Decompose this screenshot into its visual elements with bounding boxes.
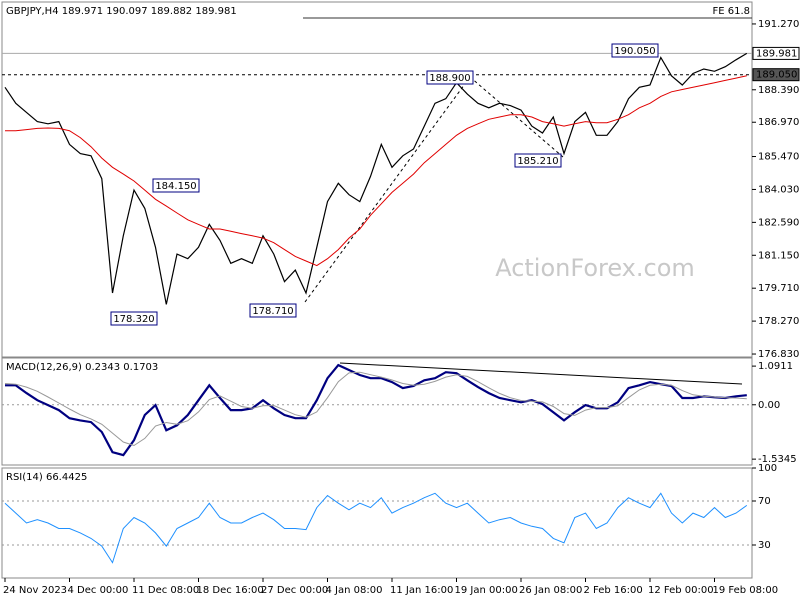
x-tick-label: 24 Nov 2023 [3, 585, 67, 596]
annotation-box [152, 178, 200, 193]
y-tick-label: 0.00 [758, 400, 780, 411]
x-tick-label: 26 Jan 08:00 [519, 585, 582, 596]
annotation-box [110, 311, 158, 326]
panel-frame [1, 467, 753, 579]
x-tick-label: 4 Dec 00:00 [68, 585, 129, 596]
x-tick-label: 18 Dec 16:00 [197, 585, 264, 596]
y-tick-label: 70 [758, 496, 771, 507]
x-tick-label: 12 Feb 00:00 [648, 585, 714, 596]
y-tick-label: 186.970 [758, 117, 799, 128]
series-line [4, 492, 748, 564]
y-tick-label: 191.270 [758, 19, 799, 30]
annotation: 188.900 [429, 73, 470, 84]
y-tick-label: -1.5345 [758, 454, 797, 465]
price-box-label: 189.981 [756, 48, 797, 59]
panel-frame [1, 357, 753, 466]
panel-frame [1, 1, 753, 358]
y-tick-label: 182.590 [758, 217, 799, 228]
series-line [4, 371, 747, 447]
annotation-box [426, 70, 474, 85]
price-box [752, 68, 800, 82]
x-tick-label: 11 Dec 08:00 [132, 585, 199, 596]
x-tick-label: 11 Jan 16:00 [390, 585, 453, 596]
trend-line [469, 76, 564, 158]
series-line [5, 363, 747, 457]
y-tick-label: 100 [758, 463, 777, 474]
x-tick-label: 4 Jan 08:00 [326, 585, 383, 596]
x-tick-label: 27 Dec 00:00 [261, 585, 328, 596]
watermark: ActionForex.com [495, 254, 695, 282]
macd-trend-line [339, 362, 743, 385]
x-tick-label: 2 Feb 16:00 [584, 585, 643, 596]
y-tick-label: 1.0911 [758, 361, 793, 372]
y-tick-label: 188.390 [758, 85, 799, 96]
annotation-box [514, 153, 562, 168]
fe-label: FE 61.8 [712, 6, 750, 17]
y-tick-label: 30 [758, 540, 771, 551]
y-tick-label: 185.470 [758, 152, 799, 163]
y-tick-label: 184.030 [758, 184, 799, 195]
y-tick-label: 176.830 [758, 349, 799, 360]
trend-line [304, 76, 471, 303]
y-tick-label: 181.150 [758, 250, 799, 261]
annotation: 190.050 [614, 46, 655, 57]
annotation: 178.320 [113, 314, 154, 325]
panel-title: MACD(12,26,9) 0.2343 0.1703 [6, 362, 158, 373]
price-box [752, 46, 800, 60]
annotation: 178.710 [252, 306, 293, 317]
x-tick-label: 19 Jan 00:00 [455, 585, 518, 596]
panel-title: GBPJPY,H4 189.971 190.097 189.882 189.98… [6, 6, 237, 17]
annotation: 184.150 [155, 181, 196, 192]
annotation-box [611, 43, 659, 58]
series-line [4, 52, 748, 305]
x-tick-label: 19 Feb 08:00 [713, 585, 779, 596]
annotation: 185.210 [517, 156, 558, 167]
y-tick-label: 178.270 [758, 316, 799, 327]
series-line [5, 75, 747, 267]
price-box-label: 189.050 [756, 70, 797, 81]
annotation-box [249, 303, 297, 318]
y-tick-label: 179.710 [758, 283, 799, 294]
panel-title: RSI(14) 66.4425 [6, 472, 87, 483]
